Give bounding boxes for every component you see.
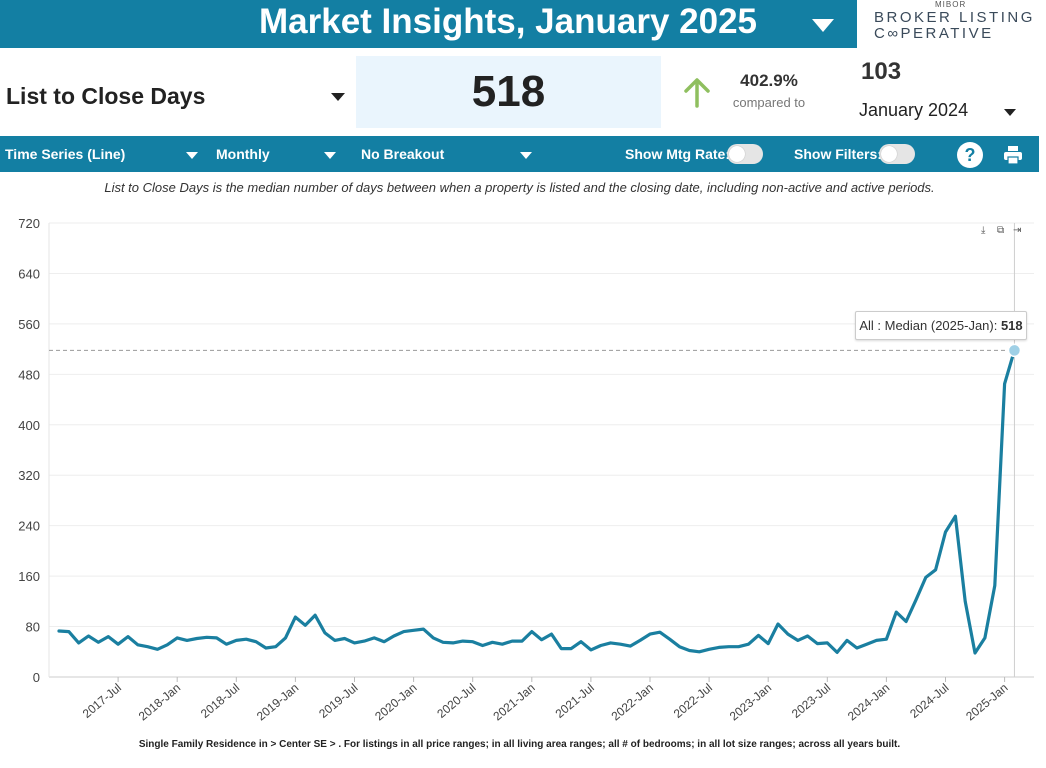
x-tick-label: 2018-Jul (198, 681, 242, 721)
y-tick-label: 0 (33, 670, 40, 685)
mtg-rate-toggle[interactable] (727, 144, 763, 164)
x-axis: 2017-Jul 2018-Jan 2018-Jul 2019-Jan 2019-Jul… (80, 677, 1011, 723)
x-tick-label: 2019-Jul (316, 681, 360, 721)
series-line (57, 348, 1017, 655)
help-icon[interactable]: ? (957, 142, 983, 168)
y-tick-label: 80 (26, 620, 40, 635)
y-tick-label: 720 (18, 216, 40, 231)
y-tick-label: 160 (18, 569, 40, 584)
x-tick-label: 2022-Jul (671, 681, 715, 721)
y-tick-label: 240 (18, 519, 40, 534)
tooltip-value: 518 (1000, 318, 1023, 333)
breakout-select[interactable]: No Breakout (361, 146, 445, 162)
x-tick-label: 2024-Jan (845, 681, 892, 724)
tooltip-label: All : Median (2025-Jan): (859, 318, 1001, 333)
metric-select[interactable]: List to Close Days (6, 83, 206, 109)
x-tick-label: 2025-Jan (963, 681, 1010, 724)
x-tick-label: 2020-Jan (372, 681, 419, 724)
download-icon[interactable]: ⤓ (981, 225, 986, 236)
y-tick-label: 480 (18, 367, 40, 382)
up-arrow-icon (684, 78, 710, 108)
comparison-period-select[interactable]: January 2024 (859, 100, 969, 120)
series-layer (57, 343, 1022, 655)
x-tick-label: 2024-Jul (907, 681, 951, 721)
show-mtg-rate-label: Show Mtg Rate: (625, 146, 730, 162)
logo-mibor: MIBOR (935, 0, 967, 9)
previous-value: 103 (861, 58, 902, 85)
chart-type-dropdown-icon[interactable] (186, 152, 198, 159)
hover-point (1007, 343, 1022, 358)
export-icon[interactable]: ⇥ (1013, 225, 1022, 236)
metric-value-box (356, 56, 661, 128)
chart-type-select[interactable]: Time Series (Line) (5, 146, 126, 162)
y-tick-label: 320 (18, 468, 40, 483)
metric-dropdown-icon[interactable] (331, 93, 345, 101)
chart-grid (48, 222, 1034, 678)
x-tick-label: 2019-Jan (254, 681, 301, 724)
filters-toggle[interactable] (879, 144, 915, 164)
x-tick-label: 2023-Jan (727, 681, 774, 724)
title-dropdown-icon[interactable] (812, 19, 834, 32)
x-tick-label: 2023-Jul (789, 681, 833, 721)
y-tick-label: 560 (18, 317, 40, 332)
footnote: Single Family Residence in > Center SE >… (138, 739, 901, 750)
hover-marker (49, 223, 1015, 677)
y-axis: 0 80 160 240 320 400 480 560 640 720 (18, 216, 40, 685)
x-tick-label: 2021-Jan (490, 681, 537, 724)
line-chart: 0 80 160 240 320 400 480 560 640 720 2017-Jul 2018… (18, 216, 1034, 723)
chart-tooltip: All : Median (2025-Jan): 518 (855, 311, 1027, 340)
x-tick-label: 2021-Jul (553, 681, 597, 721)
y-tick-label: 640 (18, 266, 40, 281)
interval-dropdown-icon[interactable] (324, 152, 336, 159)
show-filters-label: Show Filters: (794, 146, 882, 162)
title-bar (0, 0, 857, 48)
metric-description: List to Close Days is the median number … (104, 180, 935, 195)
page-title: Market Insights, January 2025 (259, 2, 757, 41)
y-tick-label: 400 (18, 418, 40, 433)
copy-icon[interactable]: ⧉ (997, 225, 1005, 236)
interval-select[interactable]: Monthly (216, 146, 270, 162)
change-percent: 402.9% (740, 71, 798, 90)
logo-line2: C∞PERATIVE (874, 25, 994, 42)
period-dropdown-icon[interactable] (1004, 109, 1016, 116)
compared-to-label: compared to (732, 95, 806, 110)
breakout-dropdown-icon[interactable] (520, 152, 532, 159)
print-icon[interactable] (1003, 145, 1023, 165)
x-tick-label: 2018-Jan (136, 681, 183, 724)
x-tick-label: 2020-Jul (434, 681, 478, 721)
x-tick-label: 2022-Jan (609, 681, 656, 724)
logo-line1: BROKER LISTING (874, 9, 1035, 26)
x-tick-label: 2017-Jul (80, 681, 124, 721)
metric-value: 518 (471, 67, 546, 116)
toolbar (0, 136, 1039, 172)
